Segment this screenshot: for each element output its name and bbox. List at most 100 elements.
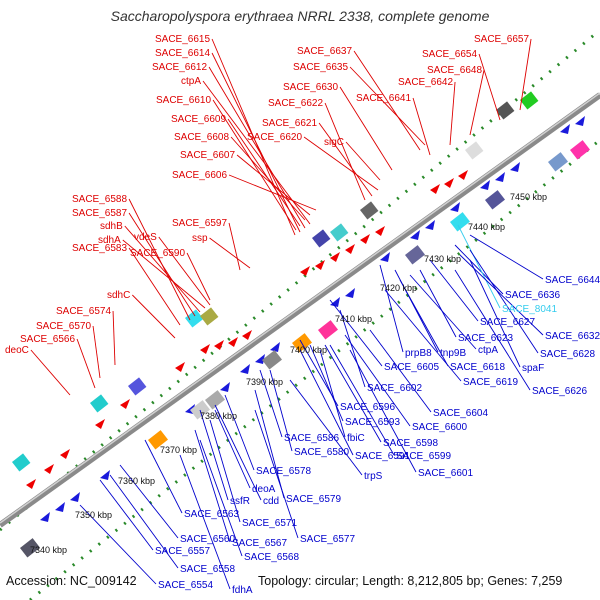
reverse-gene-arrow [330, 297, 340, 307]
gene-label-reverse: SACE_8041 [502, 304, 557, 315]
forward-gene-arrow [228, 337, 238, 347]
gene-label-leader [369, 329, 432, 413]
gene-label-forward: ctpA [181, 76, 201, 87]
forward-gene-arrow [444, 178, 454, 188]
gene-label-forward: SACE_6648 [427, 65, 482, 76]
reverse-gene-arrow [255, 354, 265, 364]
gene-label-reverse: SACE_6580 [294, 447, 349, 458]
gene-label-forward: SACE_6583 [72, 243, 127, 254]
forward-gene-arrow [345, 244, 355, 254]
gene-label-reverse: SACE_6586 [284, 433, 339, 444]
gene-label-forward: SACE_6597 [172, 218, 227, 229]
gene-label-forward: SACE_6630 [283, 82, 338, 93]
gene-label-reverse: tnp9B [440, 348, 466, 359]
gene-label-forward: SACE_6607 [180, 150, 235, 161]
gene-label-leader [124, 225, 201, 313]
gene-label-leader [212, 99, 297, 231]
forward-features [11, 91, 539, 489]
forward-gene-block [465, 141, 484, 160]
gene-label-leader [345, 141, 381, 181]
gene-label-leader [344, 334, 411, 427]
gene-label-leader [324, 344, 382, 443]
gene-label-leader [384, 289, 462, 382]
gene-label-leader [454, 244, 504, 295]
gene-label-leader [109, 474, 179, 569]
gene-label-leader [309, 344, 344, 422]
gene-label-leader [269, 369, 293, 452]
gene-label-reverse: SACE_6577 [300, 534, 355, 545]
gene-label-reverse: SACE_6628 [540, 349, 595, 360]
gene-label-forward: SACE_6590 [130, 248, 185, 259]
forward-gene-block [11, 453, 31, 472]
gene-label-leader [259, 369, 283, 438]
forward-gene-arrow [175, 362, 185, 372]
gene-label-leader [519, 38, 532, 111]
gene-label-leader [99, 479, 154, 551]
gene-label-reverse: SACE_6563 [184, 509, 239, 520]
gene-label-reverse: SACE_6579 [286, 494, 341, 505]
reverse-gene-arrow [560, 124, 570, 134]
gene-label-reverse: SACE_6605 [384, 362, 439, 373]
gene-label-leader [469, 249, 539, 354]
gene-label-reverse: SACE_6554 [158, 580, 213, 591]
gene-label-leader [122, 239, 206, 309]
gene-label-reverse: SACE_6619 [463, 377, 518, 388]
reverse-gene-block [261, 350, 282, 370]
gene-label-leader [228, 222, 241, 271]
reverse-gene-arrow [70, 492, 80, 502]
gene-label-reverse: SACE_6578 [256, 466, 311, 477]
gene-label-reverse: SACE_6593 [345, 417, 400, 428]
gene-label-forward: SACE_6610 [156, 95, 211, 106]
reverse-gene-arrow [270, 342, 280, 352]
reverse-gene-arrow [510, 162, 520, 172]
forward-gene-block [496, 101, 515, 120]
gene-label-reverse: cdd [263, 496, 279, 507]
forward-gene-arrow [26, 479, 36, 489]
gene-label-forward: SACE_6621 [262, 118, 317, 129]
gene-label-forward: deoC [5, 345, 29, 356]
reverse-gene-block [148, 430, 168, 450]
gene-label-leader [469, 259, 521, 368]
genome-backbone [0, 92, 600, 528]
gene-label-leader [329, 344, 395, 456]
gene-label-leader [214, 404, 262, 501]
gene-label-forward: SACE_6588 [72, 194, 127, 205]
gene-label-leader [399, 279, 449, 367]
reverse-gene-arrow [410, 230, 420, 240]
scale-tick-label: 7400 kbp [290, 345, 327, 355]
gene-label-reverse: SACE_6557 [155, 546, 210, 557]
gene-label-reverse: SACE_6618 [450, 362, 505, 373]
gene-label-leader [318, 122, 373, 197]
gene-label-leader [469, 234, 544, 280]
forward-gene-block [312, 229, 331, 248]
gene-label-forward: vdeS [134, 232, 157, 243]
gene-label-forward: SACE_6606 [172, 170, 227, 181]
reverse-gene-arrow [40, 512, 50, 522]
scale-tick-label: 7420 kbp [380, 283, 417, 293]
gene-label-leader [119, 464, 179, 539]
gene-label-leader [128, 212, 196, 317]
scale-tick-label: 7340 kbp [30, 545, 67, 555]
gene-label-reverse: SACE_6604 [433, 408, 488, 419]
gene-label-reverse: prpB8 [405, 348, 432, 359]
forward-gene-arrow [60, 449, 70, 459]
reverse-gene-block [404, 245, 425, 265]
gene-label-reverse: SACE_6623 [458, 333, 513, 344]
forward-gene-arrow [375, 226, 385, 236]
gene-label-leader [329, 299, 383, 367]
gene-label-leader [227, 118, 301, 227]
gene-label-leader [76, 338, 96, 389]
reverse-gene-block [318, 320, 338, 340]
gene-label-reverse: SACE_6567 [232, 538, 287, 549]
gene-label-leader [409, 274, 477, 350]
gene-label-leader [128, 198, 191, 321]
forward-gene-arrow [300, 266, 310, 276]
gene-label-leader [128, 247, 181, 326]
reverse-gene-block [449, 212, 470, 232]
gene-label-reverse: fdhA [232, 585, 253, 596]
gene-label-leader [199, 409, 229, 501]
gene-label-forward: SACE_6574 [56, 306, 111, 317]
reverse-gene-arrow [380, 252, 390, 262]
gene-label-leader [299, 349, 354, 456]
